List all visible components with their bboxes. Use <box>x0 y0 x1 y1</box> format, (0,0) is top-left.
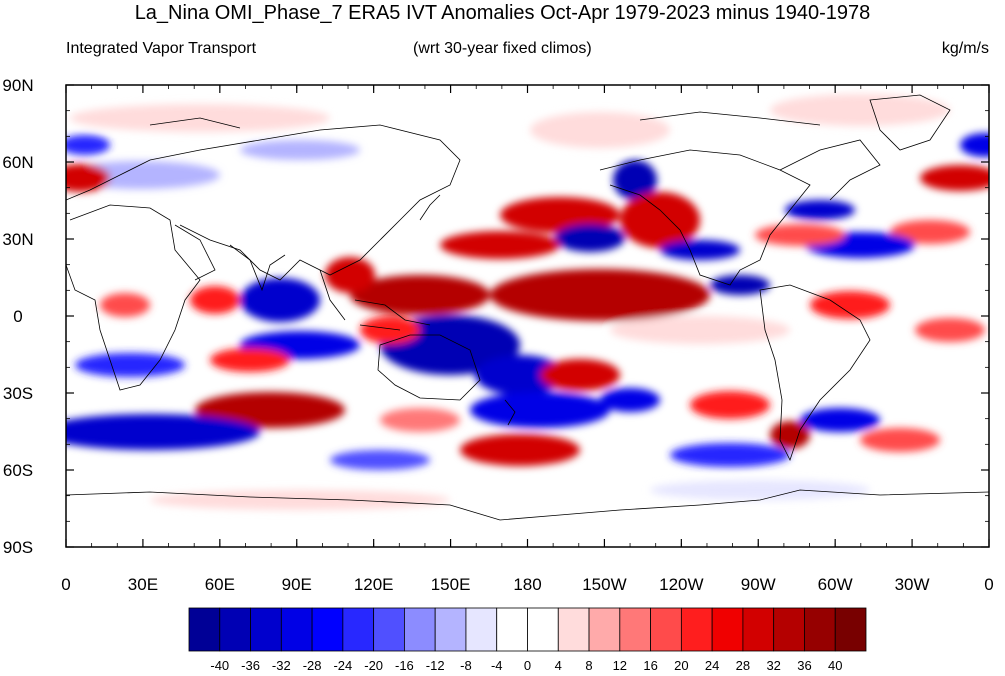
colorbar-label: 16 <box>643 658 657 673</box>
colorbar-swatch <box>650 607 682 652</box>
colorbar-label: 36 <box>797 658 811 673</box>
colorbar: -40 -36 -32 -28 -24 -20 -16 -12 -8 -4 0 4 8 12 16 20 24 2… <box>188 607 867 673</box>
lat-label: 0 <box>13 307 22 326</box>
lon-label: 30W <box>895 575 930 594</box>
coastlines <box>66 94 989 521</box>
lat-label: 30N <box>2 230 33 249</box>
colorbar-swatch <box>404 607 436 652</box>
colorbar-swatch <box>219 607 251 652</box>
latitude-axis: 90N 60N 30N 0 30S 60S 90S <box>2 76 989 557</box>
colorbar-swatch <box>373 607 405 652</box>
colorbar-swatch <box>280 607 313 652</box>
colorbar-label: 20 <box>674 658 688 673</box>
colorbar-swatch <box>557 607 590 652</box>
colorbar-swatch <box>465 607 498 652</box>
lon-label: 150W <box>582 575 626 594</box>
lon-label: 90E <box>282 575 312 594</box>
colorbar-swatch <box>773 607 805 652</box>
lon-label: 120W <box>659 575 703 594</box>
lat-label: 60N <box>2 153 33 172</box>
colorbar-label: -36 <box>241 658 260 673</box>
lon-label: 60W <box>818 575 853 594</box>
colorbar-label: -32 <box>272 658 291 673</box>
colorbar-swatch <box>619 607 651 652</box>
colorbar-swatch <box>250 607 282 652</box>
colorbar-swatch <box>434 607 467 652</box>
colorbar-label: -16 <box>395 658 414 673</box>
lon-label: 30E <box>128 575 158 594</box>
lon-label: 120E <box>354 575 394 594</box>
lat-label: 60S <box>3 461 33 480</box>
colorbar-label: 32 <box>766 658 780 673</box>
colorbar-swatch <box>742 607 775 652</box>
climatology-note: (wrt 30-year fixed climos) <box>413 40 592 57</box>
colorbar-label: -28 <box>303 658 322 673</box>
colorbar-swatch <box>311 607 344 652</box>
colorbar-swatch <box>804 607 836 652</box>
colorbar-label: 40 <box>828 658 842 673</box>
colorbar-swatch <box>342 607 375 652</box>
colorbar-label: -12 <box>426 658 445 673</box>
colorbar-swatch <box>496 607 528 652</box>
lon-label: 180 <box>513 575 541 594</box>
colorbar-label: -8 <box>460 658 472 673</box>
colorbar-label: -4 <box>491 658 503 673</box>
lon-label: 90W <box>741 575 776 594</box>
lon-label: 150E <box>431 575 471 594</box>
lon-label: 0 <box>984 575 993 594</box>
colorbar-swatch <box>188 607 221 652</box>
variable-label: Integrated Vapor Transport <box>66 40 257 57</box>
colorbar-swatch <box>711 607 744 652</box>
lat-label: 30S <box>3 384 33 403</box>
colorbar-swatch <box>680 607 713 652</box>
units-label: kg/m/s <box>941 40 989 57</box>
lat-label: 90S <box>3 538 33 557</box>
colorbar-label: -24 <box>333 658 352 673</box>
map-title: La_Nina OMI_Phase_7 ERA5 IVT Anomalies O… <box>134 2 871 24</box>
colorbar-label: -20 <box>364 658 383 673</box>
longitude-axis: 0 30E 60E 90E 120E 150E 180 150W 120W 90W 60W 30W 0 <box>61 85 994 594</box>
colorbar-label: 8 <box>585 658 592 673</box>
colorbar-swatch <box>834 607 867 652</box>
colorbar-label: -40 <box>210 658 229 673</box>
lon-label: 60E <box>205 575 235 594</box>
colorbar-label: 4 <box>555 658 562 673</box>
colorbar-swatch <box>588 607 621 652</box>
lon-label: 0 <box>61 575 70 594</box>
colorbar-label: 12 <box>613 658 627 673</box>
colorbar-label: 0 <box>524 658 531 673</box>
colorbar-label: 24 <box>705 658 719 673</box>
anomaly-field <box>66 85 989 547</box>
colorbar-label: 28 <box>736 658 750 673</box>
lat-label: 90N <box>2 76 33 95</box>
colorbar-swatch <box>527 607 559 652</box>
